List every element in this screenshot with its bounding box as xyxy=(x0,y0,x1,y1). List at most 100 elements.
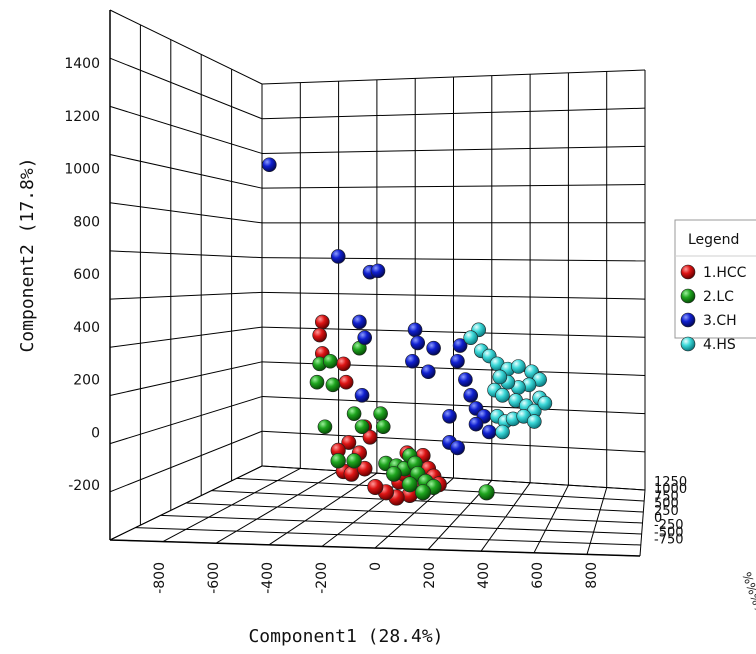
z-tick-label: 500 xyxy=(654,497,679,512)
x-tick-label: -800 xyxy=(152,562,168,594)
legend-label: 4.HS xyxy=(703,337,736,353)
data-point-2 xyxy=(375,419,391,435)
legend-item: 3.CH xyxy=(680,312,737,329)
data-point-2 xyxy=(346,453,362,469)
data-point-2 xyxy=(346,406,362,421)
z-tick-label: 1000 xyxy=(654,482,687,497)
legend: Legend 1.HCC 2.LC 3.CH 4.HS xyxy=(674,219,756,353)
grid-line-left-wall-horizontal xyxy=(109,202,263,224)
data-point-3 xyxy=(449,440,465,456)
grid-line-left-wall-horizontal xyxy=(109,154,263,189)
data-point-1 xyxy=(367,479,384,496)
data-point-4 xyxy=(537,395,553,411)
tick-labels: 1400 1200 1000 800 600 400 200 0 -200 -800 -600 -40… xyxy=(64,56,600,594)
y-tick-label: -200 xyxy=(68,478,100,494)
data-point-3 xyxy=(463,388,479,403)
y-tick-label: 800 xyxy=(73,214,100,230)
data-point-3 xyxy=(450,353,465,369)
data-point-3 xyxy=(410,335,426,351)
data-point-2 xyxy=(373,406,388,421)
data-point-1 xyxy=(314,314,330,330)
legend-marker xyxy=(680,312,696,328)
x-tick-label: 0 xyxy=(368,562,384,571)
data-point-3 xyxy=(452,338,468,353)
legend-title: Legend xyxy=(688,232,739,248)
data-point-3 xyxy=(481,424,497,440)
axes xyxy=(109,10,641,557)
data-point-3 xyxy=(352,314,367,330)
data-point-3 xyxy=(357,330,373,345)
legend-marker xyxy=(680,288,696,304)
data-point-4 xyxy=(495,424,510,440)
z-tick-label: 750 xyxy=(654,489,679,504)
data-point-3 xyxy=(407,322,423,338)
legend-item: 2.LC xyxy=(680,288,734,305)
data-point-2 xyxy=(322,353,338,369)
data-point-1 xyxy=(356,460,373,477)
legend-marker xyxy=(680,336,696,352)
legend-label: 1.HCC xyxy=(703,265,747,281)
legend-item: 1.HCC xyxy=(680,264,747,281)
legend-label: 2.LC xyxy=(703,289,734,305)
data-point-1 xyxy=(336,356,351,372)
grid-line-floor-width xyxy=(185,502,643,524)
data-point-2 xyxy=(354,419,370,435)
y-tick-label: 200 xyxy=(73,373,100,389)
data-point-2 xyxy=(309,374,325,390)
y-tick-label: 1400 xyxy=(64,56,100,72)
x-tick-label: -400 xyxy=(260,562,276,594)
legend-marker xyxy=(680,264,696,280)
data-point-3 xyxy=(261,157,277,173)
grid-line-left-wall-horizontal xyxy=(109,396,263,445)
grid-line-floor-width xyxy=(160,514,642,535)
data-point-1 xyxy=(338,374,354,390)
data-point-1 xyxy=(362,429,378,445)
svg-text:%%%%%%: %%%%%% xyxy=(739,570,756,639)
grid-line-floor-width xyxy=(261,465,646,491)
data-point-3 xyxy=(420,364,436,380)
x-tick-label: 600 xyxy=(530,562,546,589)
data-point-2 xyxy=(478,484,495,501)
grid-line-left-wall-horizontal xyxy=(109,430,263,493)
data-point-2 xyxy=(386,466,402,482)
grid-line-floor-width xyxy=(135,527,641,546)
grid-line-left-wall-horizontal xyxy=(109,9,263,85)
data-point-2 xyxy=(330,453,346,469)
data-point-4 xyxy=(511,359,526,374)
data-point-2 xyxy=(414,484,432,501)
grid-line-left-wall-horizontal xyxy=(109,291,263,300)
z-tick-label: -500 xyxy=(654,525,684,540)
data-point-1 xyxy=(312,327,327,343)
data-point-4 xyxy=(463,330,479,345)
data-point-3 xyxy=(426,340,441,356)
x-tick-label: -200 xyxy=(314,562,330,594)
x-tick-label: 400 xyxy=(476,562,492,589)
grid-line-floor-width xyxy=(211,490,644,513)
y-tick-label: 0 xyxy=(91,425,100,441)
grid-line-left-wall-horizontal xyxy=(109,361,263,396)
rotated-axis-label-artifact: %%%%%% xyxy=(739,570,756,639)
data-point-3 xyxy=(458,372,473,387)
x-axis-line xyxy=(109,539,641,557)
x-axis-title: Component1 (28.4%) xyxy=(248,626,443,647)
data-points xyxy=(261,157,553,506)
y-tick-label: 1000 xyxy=(64,162,100,178)
data-point-1 xyxy=(341,435,357,450)
grid-line-left-wall-horizontal xyxy=(109,57,263,120)
y-tick-label: 600 xyxy=(73,267,100,283)
x-tick-label: 800 xyxy=(584,562,600,589)
grid-lines xyxy=(109,9,646,557)
data-point-1 xyxy=(343,466,360,482)
data-point-3 xyxy=(330,249,346,264)
series-4 xyxy=(463,322,553,440)
data-point-3 xyxy=(370,263,386,279)
z-tick-label: 250 xyxy=(654,504,679,519)
data-point-2 xyxy=(317,419,333,435)
legend-label: 3.CH xyxy=(703,313,737,329)
data-point-4 xyxy=(526,414,542,429)
data-point-3 xyxy=(468,416,484,432)
y-axis-title: Component2 (17.8%) xyxy=(17,157,38,352)
z-tick-label: -750 xyxy=(654,533,684,548)
